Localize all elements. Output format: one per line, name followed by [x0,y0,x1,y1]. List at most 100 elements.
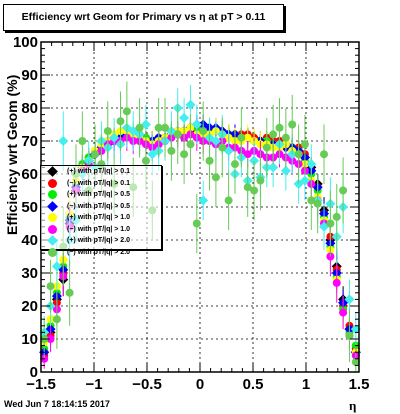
data-point-with-pt-q-1-0 [339,308,348,317]
data-point-with-pt-q-2-0 [91,150,100,159]
data-point-with-pt-q-2-0 [288,120,297,129]
data-point-with-pt-q-2-0 [198,195,209,206]
legend-entry: (−) with pT/|q| > 0.5 [41,200,161,213]
data-point-with-pt-q-2-0 [161,123,170,132]
data-point-with-pt-q-2-0 [313,199,322,208]
data-point-with-pt-q-2-0 [116,117,125,126]
y-tick-label: 10 [21,331,38,348]
y-tick-label: 90 [21,67,38,84]
data-point-with-pt-q-2-0 [268,162,279,173]
y-tick-label: 20 [21,298,38,315]
y-tick-label: 30 [21,265,38,282]
legend-marker [48,224,57,234]
data-point-with-pt-q-2-0 [167,146,176,155]
data-point-with-pt-q-2-0 [339,186,348,195]
data-point-with-pt-q-2-0 [173,130,182,139]
y-tick-label: 100 [13,34,38,51]
legend-entry: (+) with pT/|q| > 0.5 [41,189,161,201]
data-point-with-pt-q-2-0 [307,196,316,205]
data-point-with-pt-q-1-0 [243,150,252,159]
legend-marker [47,200,58,212]
legend-label: (−) with pT/|q| > 1.0 [67,225,131,233]
data-point-with-pt-q-2-0 [141,156,150,165]
data-point-with-pt-q-2-0 [294,150,303,159]
legend-marker [47,166,58,177]
data-point-with-pt-q-2-0 [269,130,278,139]
data-point-with-pt-q-2-0 [179,112,190,123]
grid-lines [41,42,359,372]
timestamp-footer: Wed Jun 7 18:14:15 2017 [4,399,110,409]
data-point-with-pt-q-2-0 [58,136,69,146]
data-point-with-pt-q-2-0 [306,159,317,170]
x-tick-label: −1 [85,376,102,393]
data-point-with-pt-q-2-0 [180,150,189,159]
data-point-with-pt-q-2-0 [109,132,120,143]
legend-entry: (+) with pT/|q| > 0.1 [41,166,161,178]
data-point-with-pt-q-2-0 [135,123,144,132]
y-tick-label: 60 [21,166,38,183]
data-point-with-pt-q-2-0 [65,288,74,297]
y-tick-label: 0 [30,364,38,381]
x-tick-label: −0.5 [132,376,162,393]
legend-label: (+) with pT/|q| > 2.0 [67,237,131,244]
y-tick-label: 50 [21,199,38,216]
x-tick-label: −1.5 [26,376,56,393]
data-point-with-pt-q-2-0 [122,107,131,116]
x-tick-label: 1.5 [349,376,370,393]
axis-ticks: −1.5 −1 −0.5 0 0.5 1 1.5 0 10 20 30 40 50 60 70 80 90 100 [13,34,369,393]
legend-entry: (+) with pT/|q| > 1.0 [41,212,161,224]
data-point-with-pt-q-2-0 [224,196,233,205]
x-axis-label: η [349,398,357,413]
chart-legend: (+) with pT/|q| > 0.1 (−) with pT/|q| > 0… [40,165,162,257]
data-point-with-pt-q-2-0 [103,127,112,136]
data-point-with-pt-q-2-0 [46,282,55,291]
data-point-with-pt-q-2-0 [320,150,329,159]
data-point-with-pt-q-2-0 [191,119,202,130]
data-point-with-pt-q-2-0 [52,315,61,324]
x-tick-label: 0.5 [243,376,264,393]
y-tick-label: 80 [21,100,38,117]
legend-label: (+) with pT/|q| > 0.1 [67,168,131,175]
data-point-with-pt-q-2-0 [256,176,265,185]
data-point-with-pt-q-2-0 [192,219,201,228]
x-tick-label: 0 [196,376,204,393]
data-point-with-pt-q-2-0 [218,143,227,152]
data-point-with-pt-q-2-0 [344,294,355,305]
data-point-with-pt-q-1-0 [243,133,252,142]
data-point-with-pt-q-2-0 [185,99,196,110]
data-point-with-pt-q-2-0 [154,123,163,132]
data-point-with-pt-q-2-0 [280,165,291,176]
legend-entry: (−) with pT/|q| > 2.0 [41,247,161,259]
data-point-with-pt-q-2-0 [78,137,87,145]
legend-entry: (−) with pT/|q| > 1.0 [41,224,161,236]
data-point-with-pt-q-2-0 [250,186,259,195]
x-tick-label: 1 [302,376,310,393]
y-tick-label: 70 [21,133,38,150]
data-point-with-pt-q-2-0 [186,140,195,149]
legend-marker [47,235,58,246]
data-point-with-pt-q-2-0 [275,123,284,132]
data-point-with-pt-q-2-0 [281,133,290,142]
data-point-with-pt-q-2-0 [326,219,335,228]
data-point-with-pt-q-2-0 [345,331,354,340]
data-point-with-pt-q-2-0 [332,212,341,221]
legend-marker [48,213,57,222]
legend-label: (−) with pT/|q| > 0.5 [67,202,131,210]
data-point-with-pt-q-2-0 [230,160,239,169]
data-point-with-pt-q-2-0 [351,358,360,367]
data-point-with-pt-q-2-0 [237,133,246,142]
data-point-with-pt-q-1-0 [332,278,341,287]
y-axis-label: Efficiency wrt Geom (%) [4,74,20,235]
chart-title: Efficiency wrt Geom for Primary vs η at … [3,4,284,31]
data-point-with-pt-q-2-0 [300,140,309,149]
legend-label: (+) with pT/|q| > 0.5 [67,191,131,198]
data-point-with-pt-q-2-0 [299,175,310,186]
data-point-with-pt-q-2-0 [210,136,221,146]
data-point-with-pt-q-2-0 [262,143,271,152]
legend-label: (−) with pT/|q| > 2.0 [67,248,131,256]
legend-entry: (+) with pT/|q| > 2.0 [41,235,161,247]
legend-marker [48,190,57,199]
y-tick-label: 40 [21,232,38,249]
legend-marker [48,247,57,257]
data-point-with-pt-q-2-0 [243,183,252,192]
